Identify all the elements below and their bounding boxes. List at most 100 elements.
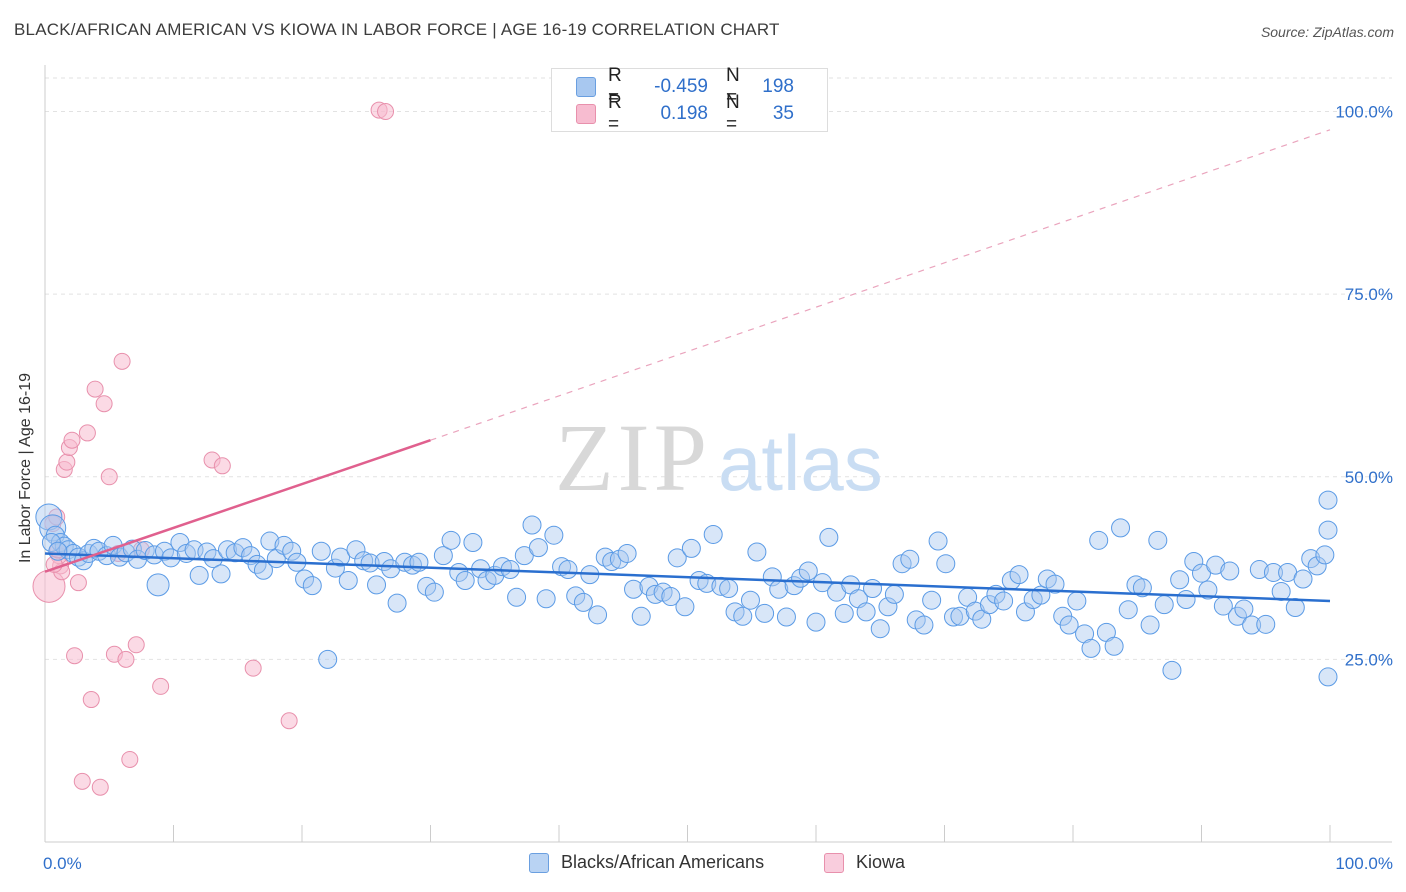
blacks-points [35,490,1338,687]
blacks-point [602,551,622,571]
blacks-point [1045,574,1065,594]
blacks-point [441,530,461,550]
blacks-point [819,527,839,547]
blacks-point [274,535,294,555]
blacks-point [1318,667,1338,687]
blacks-point [928,531,948,551]
blacks-point [617,543,637,563]
blacks-point [566,586,586,606]
legend-swatch-blacks [576,77,596,97]
bottom-legend-swatch-kiowa [824,852,844,873]
kiowa-point [100,468,118,486]
blacks-point [681,538,701,558]
blacks-point [936,554,956,574]
blacks-point [667,548,687,568]
blacks-point [1318,520,1338,540]
blacks-point [914,615,934,635]
blacks-point [719,579,739,599]
blacks-point [1263,562,1283,582]
blacks-point [1220,561,1240,581]
legend-row-kiowa: R = 0.198 N = 35 [576,92,794,135]
blacks-point [624,579,644,599]
blacks-point [48,541,68,561]
blacks-point [588,605,608,625]
blacks-point [1271,581,1291,601]
blacks-point [1009,565,1029,585]
blacks-point [863,579,883,599]
kiowa-point [86,380,104,398]
blacks-point [645,584,665,604]
blacks-point [1118,600,1138,620]
watermark-zip: ZIP [555,404,711,511]
blacks-point [536,589,556,609]
y-tick-label: 100.0% [1335,103,1393,122]
kiowa-point [213,457,231,475]
blacks-point [972,609,992,629]
blacks-point [433,546,453,566]
blacks-point [367,575,387,595]
blacks-point [994,591,1014,611]
blacks-point [1148,530,1168,550]
legend-r-value: -0.459 [654,76,708,97]
bottom-legend-blacks: Blacks/African Americans [529,852,764,873]
blacks-point [387,593,407,613]
blacks-point [35,503,63,531]
blacks-point [878,597,898,617]
blacks-point [573,592,593,612]
blacks-point [189,565,209,585]
blacks-point [338,570,358,590]
blacks-point [747,542,767,562]
kiowa-point [63,431,81,449]
kiowa-point [127,636,145,654]
blacks-point [1293,569,1313,589]
blacks-point [943,607,963,627]
chart-title: BLACK/AFRICAN AMERICAN VS KIOWA IN LABOR… [14,20,780,39]
blacks-point [740,590,760,610]
blacks-point [1111,518,1131,538]
kiowa-point [69,574,87,592]
blacks-point [544,525,564,545]
blacks-point [675,597,695,617]
kiowa-point [73,772,91,790]
kiowa-point [121,750,139,768]
blacks-point [217,540,237,560]
kiowa-point [280,712,298,730]
legend-r-label: R = [608,65,622,108]
legend-n-label: N = [726,92,740,135]
kiowa-point [82,691,100,709]
blacks-point [703,524,723,544]
blacks-point [834,603,854,623]
kiowa-point [117,650,135,668]
kiowa-point [244,659,262,677]
bottom-legend-kiowa: Kiowa [824,852,905,873]
blacks-point [522,515,542,535]
blacks-point [1242,615,1262,635]
blacks-point [1184,551,1204,571]
correlation-legend: R = -0.459 N = 198 R = 0.198 N = 35 [551,65,828,135]
blacks-point [884,584,904,604]
legend-n-label: N = [726,65,740,108]
blacks-point [558,560,578,580]
blacks-point [733,606,753,626]
blacks-point [900,549,920,569]
blacks-point [528,538,548,558]
blacks-point [1285,598,1305,618]
blacks-point [950,606,970,626]
kiowa-point [377,103,395,121]
kiowa-point [48,508,66,526]
blacks-point [1256,614,1276,634]
blacks-point [1192,563,1211,583]
blacks-point [146,573,170,597]
blacks-point [1104,636,1124,656]
legend-n-value: 198 [762,76,794,97]
blacks-point [360,553,380,573]
blacks-point [331,547,351,567]
blacks-point [1132,578,1152,598]
blacks-point [424,582,444,602]
blacks-point [798,561,818,581]
bottom-legend-label-blacks: Blacks/African Americans [561,852,765,872]
blacks-point [295,569,315,589]
blacks-point [856,602,876,622]
blacks-point [1140,615,1160,635]
legend-r-label: R = [608,92,622,135]
